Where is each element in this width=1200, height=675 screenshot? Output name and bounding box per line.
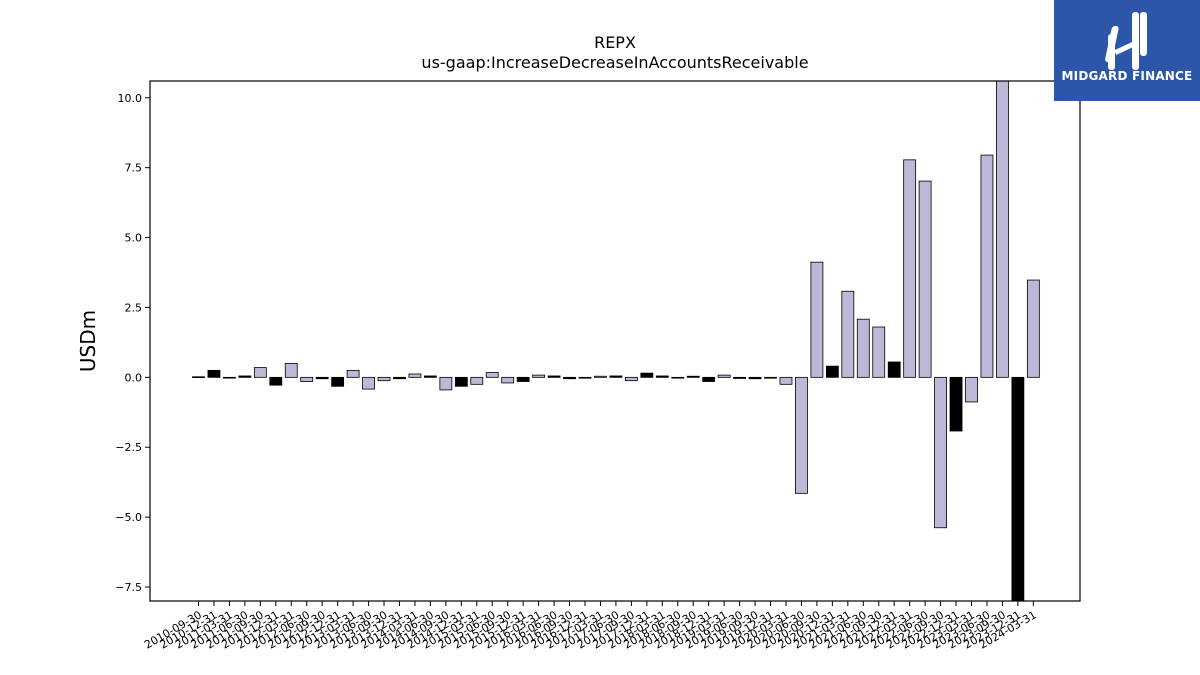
bar-2013-03-31 [346, 369, 360, 378]
bar-2021-09-30 [872, 326, 886, 378]
bar-2016-03-31 [532, 374, 546, 378]
midgard-finance-logo: MIDGARD FINANCE [1054, 0, 1200, 101]
y-axis-label: USDm [76, 310, 100, 372]
bar-2011-06-30 [238, 375, 252, 378]
bar-2019-03-31 [717, 374, 731, 378]
bar-2012-09-30 [315, 376, 329, 380]
bar-2011-12-31 [269, 376, 283, 386]
chart-subtitle: us-gaap:IncreaseDecreaseInAccountsReceiv… [421, 53, 808, 72]
bar-2023-03-31 [965, 376, 978, 403]
bar-2019-12-31 [764, 376, 777, 379]
bar-2022-03-31 [903, 159, 917, 378]
bar-2015-06-30 [485, 372, 499, 378]
x-axis: 2010-09-302010-12-312011-03-312011-06-30… [142, 601, 1039, 652]
bar-2018-12-31 [702, 376, 716, 382]
bar-2014-03-31 [408, 373, 422, 378]
bar-2014-12-31 [454, 376, 468, 387]
bar-2010-12-31 [207, 369, 221, 378]
y-tick-label: 2.5 [125, 301, 143, 314]
bar-2023-09-30 [996, 80, 1009, 378]
bar-2012-03-31 [284, 362, 298, 378]
bars-group [192, 80, 1040, 602]
bar-2022-12-31 [949, 376, 963, 432]
bar-2024-03-31 [1026, 279, 1040, 378]
bar-2022-06-30 [918, 180, 932, 378]
bar-2021-03-31 [841, 290, 855, 378]
bar-2023-06-30 [980, 154, 994, 378]
bar-2017-12-31 [640, 372, 654, 378]
y-tick-label: −2.5 [115, 441, 142, 454]
y-axis: −7.5 −5.0 −2.5 0.0 2.5 5.0 7.5 10.0 [115, 92, 150, 594]
bar-2019-06-30 [733, 376, 746, 379]
bar-2012-12-31 [331, 376, 345, 387]
bar-2020-03-31 [779, 376, 793, 385]
y-tick-label: 0.0 [125, 371, 143, 384]
bar-2021-06-30 [856, 318, 870, 378]
chart-title: REPX [594, 33, 636, 52]
bar-2014-06-30 [423, 375, 437, 378]
bar-2013-12-31 [393, 376, 406, 380]
bar-2011-03-31 [223, 376, 236, 379]
bar-2010-09-30 [192, 376, 205, 378]
bar-2014-09-30 [439, 376, 453, 391]
bar-2015-12-31 [516, 376, 530, 382]
bar-2018-03-31 [655, 375, 669, 378]
bar-2015-09-30 [501, 376, 515, 384]
bar-2013-06-30 [362, 376, 375, 390]
midgard-logo-icon [1105, 12, 1147, 70]
bar-2016-12-31 [578, 376, 592, 379]
bar-2023-12-31 [1011, 376, 1025, 602]
y-tick-label: 10.0 [118, 92, 143, 105]
bar-2020-09-30 [810, 261, 824, 378]
y-tick-label: 7.5 [125, 162, 143, 175]
bar-2016-09-30 [563, 376, 576, 380]
y-tick-label: −5.0 [115, 511, 142, 524]
bar-2015-03-31 [470, 376, 484, 385]
bar-2020-06-30 [795, 376, 808, 494]
bar-2018-06-30 [671, 376, 685, 379]
bar-2017-06-30 [609, 375, 623, 378]
bar-2017-09-30 [624, 376, 638, 382]
bar-2016-06-30 [547, 375, 561, 378]
y-tick-label: 5.0 [125, 232, 143, 245]
plot-frame [149, 80, 1081, 602]
bar-2019-09-30 [748, 376, 762, 380]
bar-2013-09-30 [377, 376, 391, 382]
y-tick-label: −7.5 [115, 581, 142, 594]
bar-2021-12-31 [887, 361, 901, 378]
bar-2017-03-31 [594, 375, 607, 378]
bar-2020-12-31 [825, 365, 839, 378]
logo-text: MIDGARD FINANCE [1061, 69, 1193, 83]
bar-2012-06-30 [300, 376, 314, 382]
bar-2011-09-30 [253, 367, 267, 378]
bar-2018-09-30 [686, 375, 700, 378]
bar-2022-09-30 [934, 376, 947, 529]
